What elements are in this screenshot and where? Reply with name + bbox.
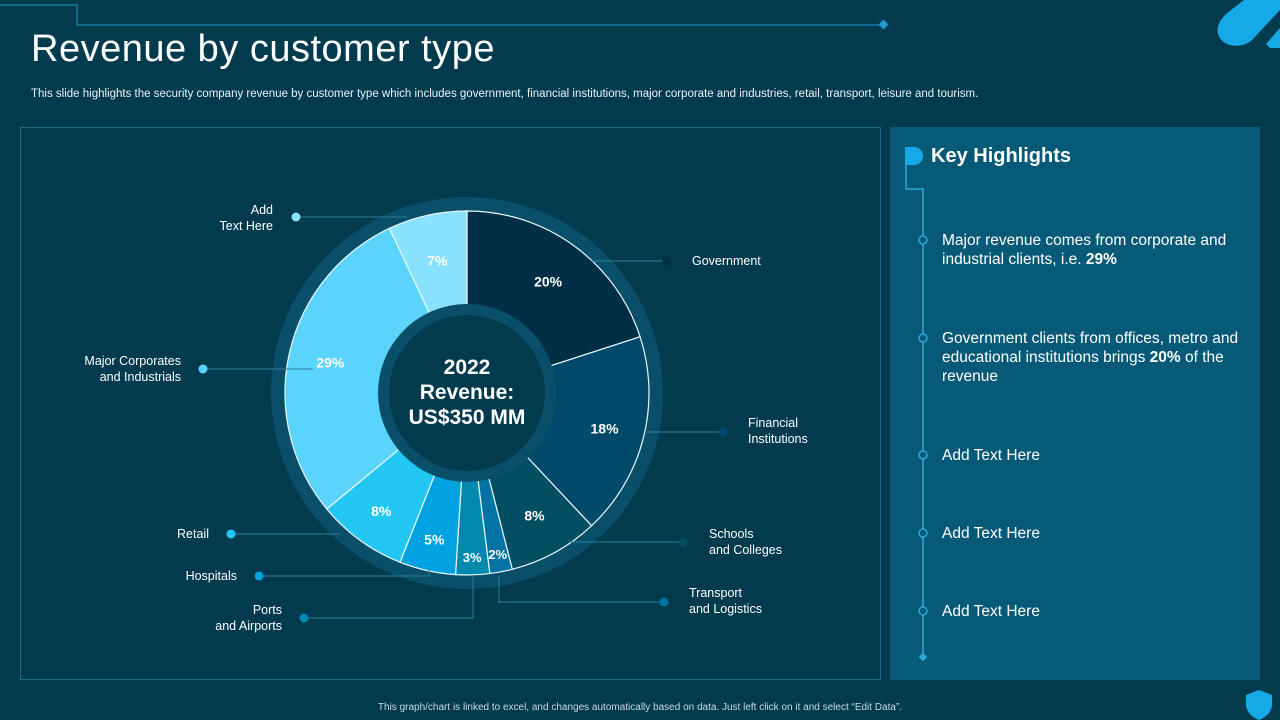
shield-icon <box>1246 690 1272 720</box>
slice-value-label: 7% <box>427 252 448 268</box>
center-label-line: Revenue: <box>420 381 515 404</box>
leader-line <box>259 568 430 577</box>
slice-value-label: 3% <box>463 550 482 565</box>
leader-dot <box>226 529 236 539</box>
leader-dot <box>254 571 264 581</box>
decorative-corner-shape <box>1217 0 1280 48</box>
key-highlights-heading: Key Highlights <box>931 145 1072 167</box>
slice-value-label: 8% <box>371 503 392 519</box>
leader-line <box>498 576 664 603</box>
highlight-item: Add Text Here <box>942 447 1040 464</box>
category-label: Schools and Colleges <box>709 527 782 557</box>
highlight-item: Add Text Here <box>942 525 1040 542</box>
slice-value-label: 5% <box>424 531 445 547</box>
chart-panel: 20% 18% 8% 2% 3% 5% 8% 29% 7% 2022 Revenue: US$350 … <box>20 127 881 680</box>
page-title: Revenue by customer type <box>31 28 496 70</box>
timeline-dot <box>918 333 928 343</box>
donut-chart: 20% 18% 8% 2% 3% 5% 8% 29% 7% 2022Revenue:US$350 … <box>84 197 808 633</box>
key-highlights-panel: Key Highlights Major revenue comes from … <box>890 127 1260 680</box>
timeline-dot <box>918 528 928 538</box>
donut-core <box>389 315 545 471</box>
category-label: Retail <box>177 527 209 541</box>
category-label: Add Text Here <box>220 203 274 233</box>
category-label: Financial Institutions <box>748 416 808 446</box>
timeline-dot <box>918 235 928 245</box>
highlight-item: Add Text Here <box>942 603 1040 620</box>
center-label-line: US$350 MM <box>409 406 526 429</box>
category-label: Transport and Logistics <box>689 586 762 616</box>
slice-value-label: 29% <box>316 354 345 370</box>
slice-value-label: 2% <box>488 547 507 562</box>
category-label: Government <box>692 254 761 268</box>
timeline-dot <box>918 606 928 616</box>
leader-dot <box>198 364 208 374</box>
highlight-item: Government clients from offices, metro a… <box>942 330 1239 385</box>
category-label: Ports and Airports <box>215 603 282 633</box>
leader-dot <box>718 427 728 437</box>
highlight-item: Major revenue comes from corporate and i… <box>942 232 1227 268</box>
slice-value-label: 18% <box>591 420 620 436</box>
leader-dot <box>299 613 309 623</box>
leader-dot <box>659 597 669 607</box>
center-label-line: 2022 <box>444 356 491 379</box>
slice-value-label: 20% <box>534 273 563 289</box>
page-subtitle: This slide highlights the security compa… <box>31 88 979 100</box>
slice-value-label: 8% <box>524 508 545 524</box>
leader-dot <box>291 212 301 222</box>
footer-note: This graph/chart is linked to excel, and… <box>377 702 903 713</box>
leader-dot <box>678 537 688 547</box>
timeline-line <box>905 161 928 662</box>
category-label: Major Corporates and Industrials <box>84 354 181 384</box>
category-label: Hospitals <box>186 569 237 583</box>
leader-dot <box>662 256 672 266</box>
timeline-dot <box>918 450 928 460</box>
leader-line <box>304 576 474 619</box>
highlight-tab-icon <box>905 147 923 165</box>
